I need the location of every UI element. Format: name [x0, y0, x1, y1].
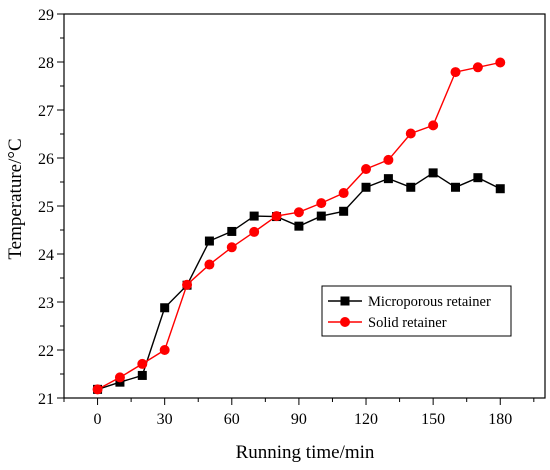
- y-tick-label: 27: [38, 103, 54, 120]
- data-point: [114, 372, 125, 383]
- axes: [63, 13, 546, 399]
- y-tick-label: 29: [38, 7, 54, 24]
- data-point: [204, 259, 215, 270]
- data-point: [159, 345, 170, 355]
- data-point: [361, 164, 372, 175]
- data-point: [249, 226, 260, 237]
- x-tick-label: 30: [157, 411, 173, 428]
- legend-item: Microporous retainer: [328, 294, 491, 310]
- x-axis-label: Running time/min: [236, 442, 375, 463]
- y-axis-label: Temperature/°C: [5, 138, 26, 259]
- data-point: [294, 221, 304, 231]
- x-tick-label: 180: [488, 411, 512, 428]
- plot-frame: [63, 13, 546, 399]
- x-tick-label: 120: [354, 411, 378, 428]
- data-point: [473, 173, 483, 183]
- series-line: [97, 172, 501, 391]
- y-tick-label: 25: [38, 199, 54, 216]
- legend-label: Microporous retainer: [368, 294, 491, 310]
- data-point: [495, 184, 505, 194]
- data-point: [271, 211, 282, 222]
- y-tick-label: 28: [38, 55, 54, 72]
- data-point: [293, 207, 304, 218]
- data-point: [428, 120, 439, 131]
- data-point: [338, 188, 349, 199]
- data-point: [182, 279, 193, 290]
- y-tick-label: 22: [38, 343, 54, 360]
- x-tick-label: 90: [291, 411, 307, 428]
- data-point: [249, 211, 259, 221]
- data-point: [92, 384, 103, 395]
- data-point: [204, 236, 214, 246]
- data-point: [160, 303, 170, 313]
- legend-item: Solid retainer: [328, 315, 447, 331]
- data-point: [361, 182, 371, 192]
- y-tick-label: 23: [38, 295, 54, 312]
- data-point: [137, 358, 148, 369]
- data-point: [405, 128, 416, 139]
- data-point: [451, 182, 461, 192]
- series-1: [93, 168, 505, 394]
- legend-marker: [340, 317, 350, 327]
- data-point: [428, 168, 438, 178]
- x-tick-label: 0: [94, 411, 102, 428]
- series-layer: [92, 57, 506, 395]
- legend-label: Solid retainer: [368, 315, 447, 331]
- y-tick-label: 26: [38, 151, 54, 168]
- data-point: [450, 67, 461, 78]
- data-point: [383, 154, 394, 165]
- data-point: [339, 206, 349, 216]
- data-point: [316, 198, 327, 209]
- y-tick-label: 24: [38, 247, 54, 264]
- y-tick-label: 21: [38, 391, 54, 408]
- legend-marker: [340, 296, 350, 306]
- legend: Microporous retainer Solid retainer: [321, 285, 512, 337]
- legend-box: [321, 285, 512, 337]
- data-point: [226, 242, 237, 253]
- data-point: [137, 370, 147, 380]
- data-point: [406, 182, 416, 192]
- data-point: [472, 62, 483, 73]
- x-tick-label: 150: [421, 411, 445, 428]
- series-2: [92, 57, 506, 395]
- x-tick-label: 60: [224, 411, 240, 428]
- ticks: 0 30 60 90 120 150 180 21 22 23 24 25 26 27 28 29: [38, 7, 535, 428]
- data-point: [227, 226, 237, 236]
- data-point: [495, 57, 506, 68]
- data-point: [316, 211, 326, 221]
- data-point: [383, 174, 393, 184]
